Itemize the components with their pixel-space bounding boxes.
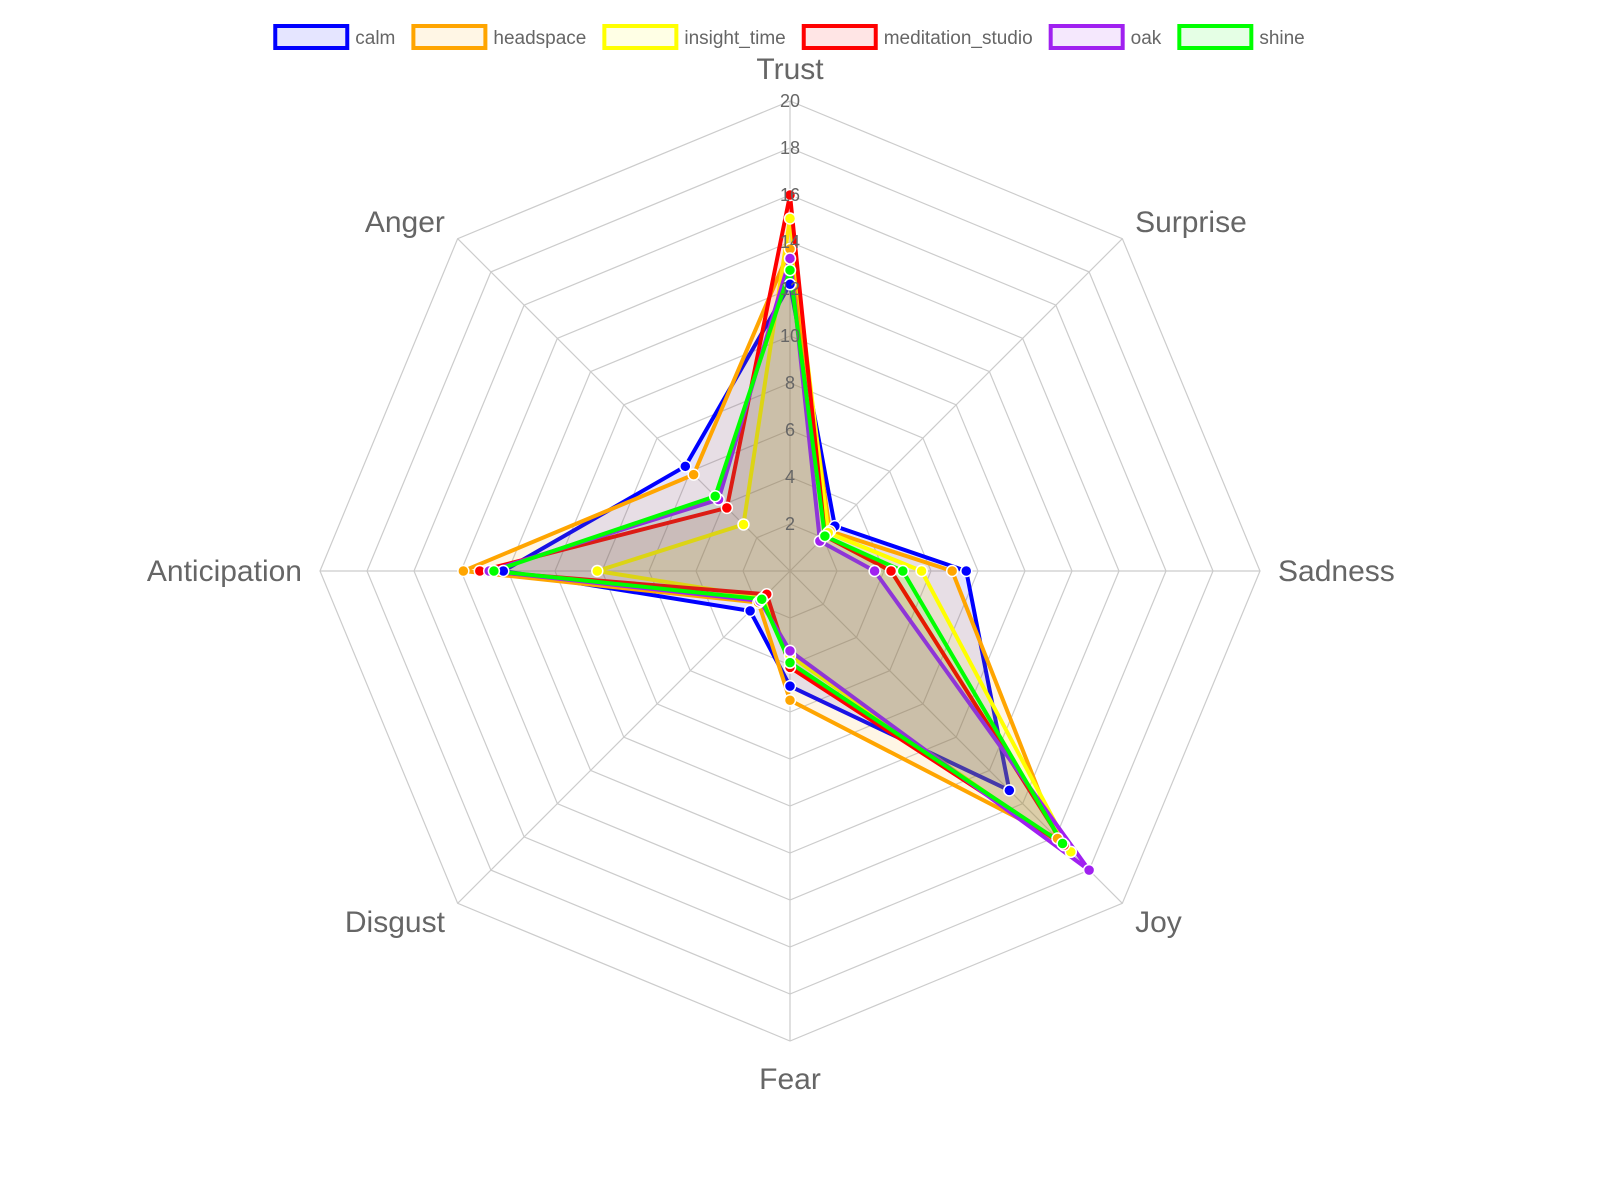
- point-shine-anticipation[interactable]: [487, 564, 501, 578]
- point-oak-trust[interactable]: [783, 252, 797, 265]
- legend-item-insight_time[interactable]: insight_time: [602, 24, 786, 50]
- point-oak-sadness[interactable]: [868, 564, 881, 578]
- point-insight_time-anger[interactable]: [737, 518, 750, 531]
- point-shine-fear[interactable]: [783, 656, 797, 669]
- legend-item-meditation_studio[interactable]: meditation_studio: [801, 24, 1033, 50]
- tick-label-16: 16: [780, 185, 800, 205]
- point-oak-fear[interactable]: [783, 644, 797, 658]
- legend-label-calm: calm: [355, 28, 395, 49]
- legend-label-oak: oak: [1131, 28, 1162, 49]
- point-calm-trust[interactable]: [783, 278, 797, 291]
- point-headspace-fear[interactable]: [783, 694, 797, 707]
- point-shine-surprise[interactable]: [818, 529, 832, 543]
- axis-label-anger: Anger: [365, 206, 445, 239]
- point-insight_time-anticipation[interactable]: [591, 564, 604, 578]
- point-meditation_studio-sadness[interactable]: [884, 564, 898, 578]
- point-meditation_studio-anger[interactable]: [720, 501, 734, 515]
- legend-item-headspace[interactable]: headspace: [411, 24, 586, 50]
- axis-label-disgust: Disgust: [345, 906, 446, 939]
- axis-label-sadness: Sadness: [1278, 555, 1395, 588]
- axis-label-joy: Joy: [1135, 906, 1182, 939]
- axis-label-trust: Trust: [756, 53, 824, 86]
- tick-label-20: 20: [780, 91, 800, 111]
- axis-label-surprise: Surprise: [1135, 206, 1247, 239]
- tick-labels: 2 4 6 8 10 12 14 16 18 20: [780, 91, 800, 534]
- point-shine-anger[interactable]: [708, 489, 722, 503]
- point-headspace-anticipation[interactable]: [457, 564, 470, 578]
- grid-spoke-surprise: [789, 238, 1123, 572]
- legend-item-shine[interactable]: shine: [1177, 24, 1305, 50]
- tick-label-6: 6: [785, 420, 795, 440]
- point-insight_time-sadness[interactable]: [915, 564, 928, 578]
- point-shine-joy[interactable]: [1056, 837, 1069, 850]
- tick-label-12: 12: [780, 279, 800, 299]
- legend-label-headspace: headspace: [493, 28, 586, 49]
- point-shine-trust[interactable]: [783, 263, 797, 277]
- tick-label-2: 2: [785, 514, 795, 534]
- legend-swatch-calm: [273, 24, 350, 50]
- tick-label-18: 18: [780, 138, 800, 158]
- point-calm-disgust[interactable]: [743, 604, 757, 618]
- point-shine-disgust[interactable]: [755, 592, 769, 606]
- legend-label-insight_time: insight_time: [684, 28, 785, 49]
- point-calm-sadness[interactable]: [960, 564, 973, 578]
- series-layer: [457, 188, 1096, 877]
- legend-item-calm[interactable]: calm: [273, 24, 395, 50]
- legend-swatch-insight_time: [602, 24, 679, 50]
- point-calm-joy[interactable]: [1003, 784, 1016, 797]
- legend[interactable]: calm headspace insight_time meditation_stud…: [273, 24, 1305, 50]
- axis-label-anticipation: Anticipation: [147, 555, 302, 588]
- grid-spoke-anger: [457, 238, 791, 572]
- legend-swatch-meditation_studio: [801, 24, 878, 50]
- point-oak-joy[interactable]: [1082, 863, 1096, 877]
- point-calm-fear[interactable]: [783, 679, 797, 693]
- axis-labels: Trust Surprise Sadness Joy Fear Disgust Antici…: [147, 53, 1395, 1096]
- point-headspace-sadness[interactable]: [945, 564, 959, 578]
- tick-label-4: 4: [785, 467, 795, 487]
- point-calm-anger[interactable]: [679, 460, 692, 473]
- tick-label-8: 8: [785, 373, 795, 393]
- point-shine-sadness[interactable]: [896, 564, 910, 578]
- axis-label-fear: Fear: [759, 1063, 821, 1096]
- tick-label-10: 10: [780, 326, 800, 346]
- legend-label-shine: shine: [1259, 28, 1304, 49]
- legend-item-oak[interactable]: oak: [1048, 24, 1162, 50]
- legend-label-meditation_studio: meditation_studio: [884, 28, 1033, 49]
- tick-label-14: 14: [780, 232, 800, 252]
- series-shine-area: [491, 268, 1065, 846]
- legend-swatch-headspace: [411, 24, 488, 50]
- legend-swatch-shine: [1177, 24, 1254, 50]
- point-headspace-anger[interactable]: [687, 468, 700, 481]
- legend-swatch-oak: [1048, 24, 1125, 50]
- grid-spoke-disgust: [457, 570, 791, 904]
- point-meditation_studio-trust[interactable]: [783, 188, 797, 202]
- point-insight_time-trust[interactable]: [783, 212, 797, 225]
